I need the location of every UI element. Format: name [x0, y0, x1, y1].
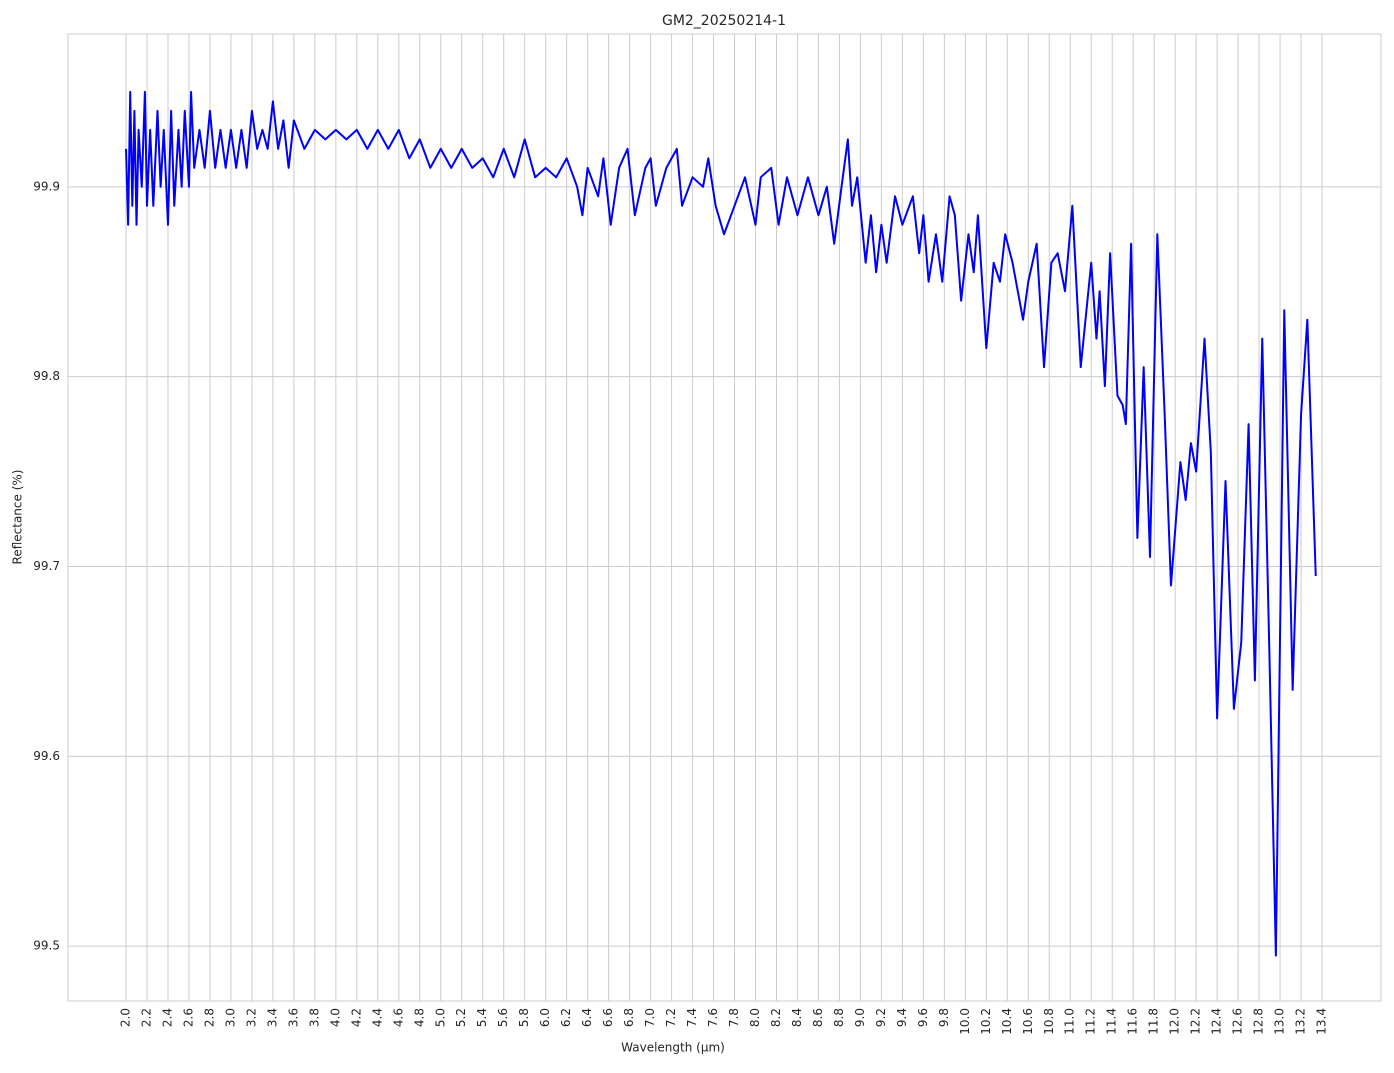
x-axis-label: Wavelength (µm): [621, 1041, 725, 1055]
x-tick-label: 2.6: [181, 1008, 195, 1027]
x-tick-label: 5.2: [454, 1008, 468, 1027]
x-tick-label: 7.6: [706, 1008, 720, 1027]
x-tick-label: 4.4: [370, 1008, 384, 1027]
x-tick-label: 4.8: [412, 1008, 426, 1027]
x-tick-label: 9.4: [895, 1008, 909, 1027]
x-tick-label: 11.4: [1105, 1008, 1119, 1035]
x-tick-label: 9.0: [853, 1008, 867, 1027]
x-tick-label: 6.6: [601, 1008, 615, 1027]
x-tick-label: 5.8: [517, 1008, 531, 1027]
x-tick-label: 4.0: [328, 1008, 342, 1027]
x-tick-label: 13.2: [1294, 1008, 1308, 1035]
x-tick-label: 8.6: [811, 1008, 825, 1027]
x-tick-label: 12.8: [1252, 1008, 1266, 1035]
x-tick-label: 3.6: [286, 1008, 300, 1027]
x-tick-label: 9.8: [937, 1008, 951, 1027]
plot-frame: [67, 33, 1382, 1002]
x-tick-label: 5.6: [496, 1008, 510, 1027]
data-line: [125, 90, 1317, 957]
chart-title: GM2_20250214-1: [662, 13, 786, 29]
x-tick-label: 8.0: [748, 1008, 762, 1027]
x-tick-label: 11.6: [1126, 1008, 1140, 1035]
x-tick-label: 10.8: [1042, 1008, 1056, 1035]
x-tick-label: 4.6: [391, 1008, 405, 1027]
x-tick-label: 11.0: [1063, 1008, 1077, 1035]
x-tick-label: 13.4: [1315, 1008, 1329, 1035]
x-tick-label: 8.4: [790, 1008, 804, 1027]
x-tick-label: 7.2: [664, 1008, 678, 1027]
x-tick-label: 3.8: [307, 1008, 321, 1027]
x-tick-label: 2.4: [160, 1008, 174, 1027]
x-tick-label: 8.8: [832, 1008, 846, 1027]
x-tick-label: 7.0: [643, 1008, 657, 1027]
y-tick-label: 99.5: [33, 939, 60, 953]
x-tick-label: 11.2: [1084, 1008, 1098, 1035]
y-tick-label: 99.9: [33, 179, 60, 193]
x-tick-label: 5.0: [433, 1008, 447, 1027]
x-tick-label: 12.6: [1231, 1008, 1245, 1035]
x-tick-label: 6.2: [559, 1008, 573, 1027]
y-axis-label: Reflectance (%): [11, 470, 25, 565]
x-tick-label: 4.2: [349, 1008, 363, 1027]
x-tick-label: 9.6: [916, 1008, 930, 1027]
x-tick-label: 10.0: [958, 1008, 972, 1035]
x-tick-label: 12.4: [1210, 1008, 1224, 1035]
x-tick-label: 6.8: [622, 1008, 636, 1027]
x-tick-label: 9.2: [874, 1008, 888, 1027]
x-tick-label: 2.8: [202, 1008, 216, 1027]
x-tick-label: 12.2: [1189, 1008, 1203, 1035]
x-tick-label: 6.4: [580, 1008, 594, 1027]
x-tick-label: 12.0: [1168, 1008, 1182, 1035]
x-tick-label: 8.2: [769, 1008, 783, 1027]
x-tick-label: 3.4: [265, 1008, 279, 1027]
x-tick-label: 2.2: [140, 1008, 154, 1027]
x-tick-label: 10.6: [1021, 1008, 1035, 1035]
x-tick-label: 10.4: [1000, 1008, 1014, 1035]
x-tick-label: 10.2: [979, 1008, 993, 1035]
y-tick-label: 99.6: [33, 749, 60, 763]
x-tick-label: 2.0: [119, 1008, 133, 1027]
x-tick-label: 11.8: [1147, 1008, 1161, 1035]
x-tick-label: 13.0: [1273, 1008, 1287, 1035]
x-tick-label: 7.8: [727, 1008, 741, 1027]
y-tick-label: 99.8: [33, 369, 60, 383]
x-tick-label: 7.4: [685, 1008, 699, 1027]
x-tick-label: 3.2: [244, 1008, 258, 1027]
x-tick-label: 6.0: [538, 1008, 552, 1027]
x-tick-label: 3.0: [223, 1008, 237, 1027]
y-tick-label: 99.7: [33, 559, 60, 573]
x-tick-label: 5.4: [475, 1008, 489, 1027]
